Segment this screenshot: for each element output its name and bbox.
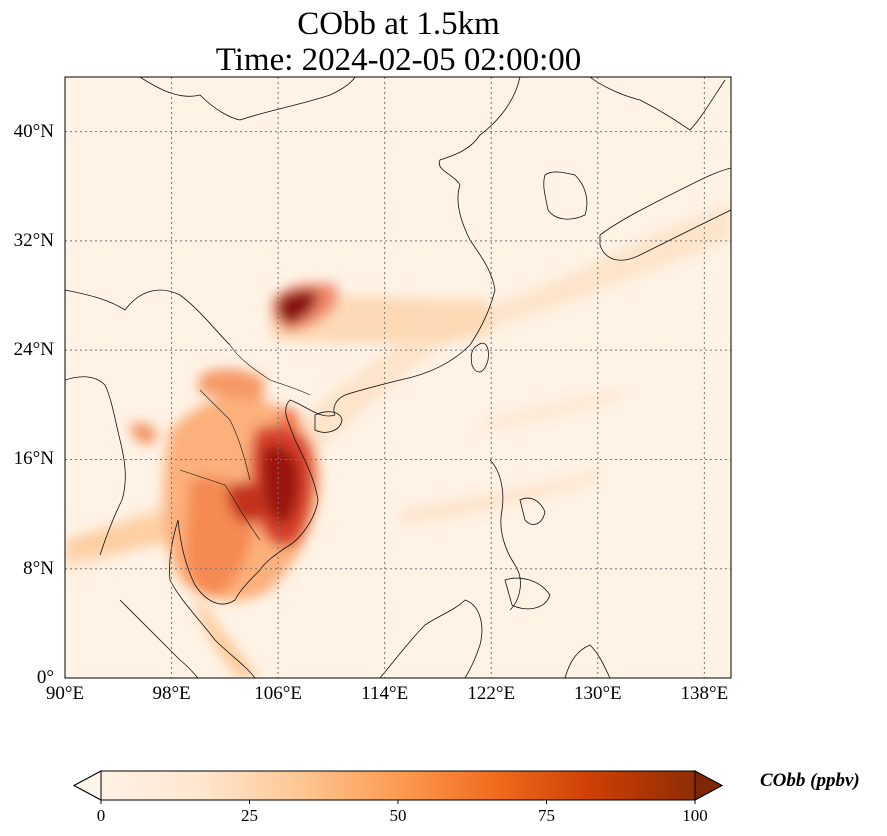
colorbar-extend-high: [694, 770, 724, 801]
colorbar-tick-label: 50: [389, 806, 407, 825]
colorbar-extend-low: [72, 770, 102, 801]
colorbar-tick-label: 25: [241, 806, 258, 825]
gridlines: [65, 77, 731, 678]
map-frame: [64, 76, 732, 679]
colorbar-gradient: [72, 770, 724, 801]
colorbar-tick-label: 100: [682, 806, 708, 825]
x-tick-label: 138°E: [680, 683, 729, 704]
concentration-field: [65, 77, 731, 678]
y-tick-label: 32°N: [13, 229, 54, 251]
colorbar-tick-label: 75: [538, 806, 555, 825]
y-tick-label: 8°N: [23, 557, 54, 579]
x-tick-label: 114°E: [361, 683, 409, 704]
x-tick-label: 122°E: [467, 683, 516, 704]
y-tick-label: 40°N: [13, 120, 54, 142]
x-tick-label: 130°E: [573, 683, 622, 704]
plot-title: CObb at 1.5km: [297, 6, 500, 42]
x-tick-label: 90°E: [45, 683, 85, 704]
colorbar: [72, 770, 724, 804]
x-tick-label: 98°E: [152, 683, 191, 704]
y-tick-label: 16°N: [13, 448, 54, 470]
colorbar-tick-label: 0: [96, 806, 106, 825]
plot-subtitle: Time: 2024-02-05 02:00:00: [215, 42, 582, 78]
x-tick-label: 106°E: [254, 683, 302, 704]
y-tick-label: 0°: [36, 667, 54, 688]
colorbar-label: CObb (ppbv): [760, 770, 860, 791]
y-tick-label: 24°N: [13, 339, 54, 361]
